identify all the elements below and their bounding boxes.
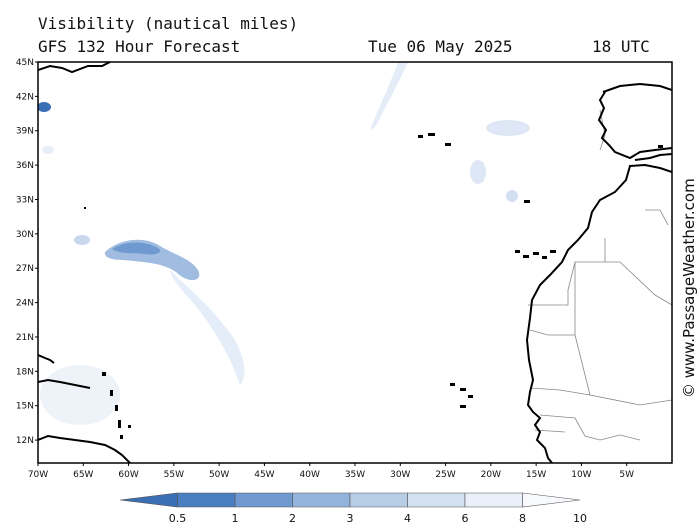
coastline-morocco — [525, 163, 672, 463]
visibility-patch-30n — [74, 235, 90, 245]
lat-tick-label: 15N — [16, 402, 34, 412]
coastline-north-america — [38, 62, 111, 74]
legend-label: 10 — [573, 512, 587, 525]
island-azores-1 — [418, 135, 423, 138]
island-antilles-2 — [110, 390, 113, 396]
lat-tick-label: 30N — [16, 230, 34, 240]
lon-tick-label: 40W — [300, 470, 320, 480]
island-balearic — [658, 145, 663, 148]
legend-swatch — [407, 492, 466, 508]
island-cape-verde-2 — [460, 388, 466, 391]
visibility-streak-north — [371, 62, 408, 130]
lon-tick-label: 55W — [164, 470, 184, 480]
legend-label: 0.5 — [169, 512, 187, 525]
coastline-south-america — [38, 434, 131, 463]
lon-tick-label: 45W — [254, 470, 274, 480]
island-antilles-5 — [120, 435, 123, 439]
lat-tick-label: 39N — [16, 127, 34, 137]
forecast-date: Tue 06 May 2025 — [368, 37, 513, 56]
lon-tick-label: 30W — [390, 470, 410, 480]
lat-tick-label: 33N — [16, 195, 34, 205]
legend-swatch — [292, 492, 351, 508]
visibility-patch-36n — [470, 160, 486, 184]
lat-tick-label: 42N — [16, 92, 34, 102]
lon-tick-label: 20W — [481, 470, 501, 480]
island-antilles-3 — [115, 405, 118, 411]
copyright-credit: © www.PassageWeather.com — [680, 178, 698, 398]
island-madeira — [524, 200, 530, 203]
low-visibility-patch-north-carolina — [38, 102, 51, 112]
map-subtitle: GFS 132 Hour Forecast — [38, 37, 241, 56]
island-cape-verde-1 — [450, 383, 455, 386]
forecast-time: 18 UTC — [592, 37, 650, 56]
visibility-streak-south — [170, 270, 245, 385]
lon-tick-label: 70W — [28, 470, 48, 480]
lon-tick-label: 65W — [73, 470, 93, 480]
visibility-patch-west-37n — [42, 146, 54, 154]
legend-label: 4 — [404, 512, 411, 525]
longitude-axis: 70W 65W 60W 55W 50W 45W 40W 35W 30W 25W 20W 15W 10W 5… — [28, 463, 634, 480]
coastline-caribbean-north — [38, 354, 91, 389]
visibility-band-core — [112, 242, 161, 255]
lon-tick-label: 10W — [571, 470, 591, 480]
coastlines — [38, 62, 672, 463]
island-cape-verde-4 — [460, 405, 466, 408]
lat-tick-label: 18N — [16, 367, 34, 377]
lat-tick-label: 27N — [16, 264, 34, 274]
legend-swatch — [119, 492, 178, 508]
lon-tick-label: 5W — [619, 470, 634, 480]
island-antilles-4 — [118, 420, 121, 428]
island-antilles-6 — [128, 425, 131, 428]
island-bermuda — [84, 207, 86, 209]
legend-swatch — [177, 492, 236, 508]
latitude-axis: 45N 42N 39N 36N 33N 30N 27N 24N 21N 18N 15N 12N — [16, 58, 38, 446]
map-title: Visibility (nautical miles) — [38, 14, 299, 33]
island-azores-3 — [445, 143, 451, 146]
island-canary-2 — [523, 255, 529, 258]
legend-label: 2 — [289, 512, 296, 525]
lon-tick-label: 50W — [209, 470, 229, 480]
map-frame — [37, 61, 673, 464]
legend-swatch — [234, 492, 293, 508]
island-canary-1 — [515, 250, 520, 253]
coastline-portugal — [597, 91, 672, 160]
islands — [84, 133, 663, 439]
legend-label: 6 — [462, 512, 469, 525]
coastline-iberia-north — [602, 82, 672, 93]
island-canary-3 — [533, 252, 539, 255]
island-canary-4 — [542, 256, 547, 259]
lat-tick-label: 12N — [16, 436, 34, 446]
visibility-patch-caribbean — [40, 365, 120, 425]
legend-swatch — [349, 492, 408, 508]
lat-tick-label: 36N — [16, 161, 34, 171]
lat-tick-label: 45N — [16, 58, 34, 68]
legend-label: 8 — [519, 512, 526, 525]
lat-tick-label: 21N — [16, 333, 34, 343]
visibility-legend: 0.5 1 2 3 4 6 8 10 — [119, 492, 587, 525]
legend-swatch — [522, 492, 581, 508]
legend-label: 3 — [347, 512, 354, 525]
lon-tick-label: 60W — [118, 470, 138, 480]
island-antilles-1 — [102, 372, 106, 376]
visibility-patch-azores-east — [486, 120, 530, 136]
island-canary-5 — [550, 250, 556, 253]
lon-tick-label: 35W — [345, 470, 365, 480]
lon-tick-label: 15W — [526, 470, 546, 480]
lon-tick-label: 25W — [435, 470, 455, 480]
island-azores-2 — [428, 133, 435, 136]
visibility-patch-madeira — [506, 190, 518, 202]
legend-swatch — [464, 492, 523, 508]
coastline-mediterranean — [634, 153, 672, 161]
visibility-field — [38, 62, 530, 425]
lat-tick-label: 24N — [16, 299, 34, 309]
island-cape-verde-3 — [468, 395, 473, 398]
legend-label: 1 — [232, 512, 239, 525]
